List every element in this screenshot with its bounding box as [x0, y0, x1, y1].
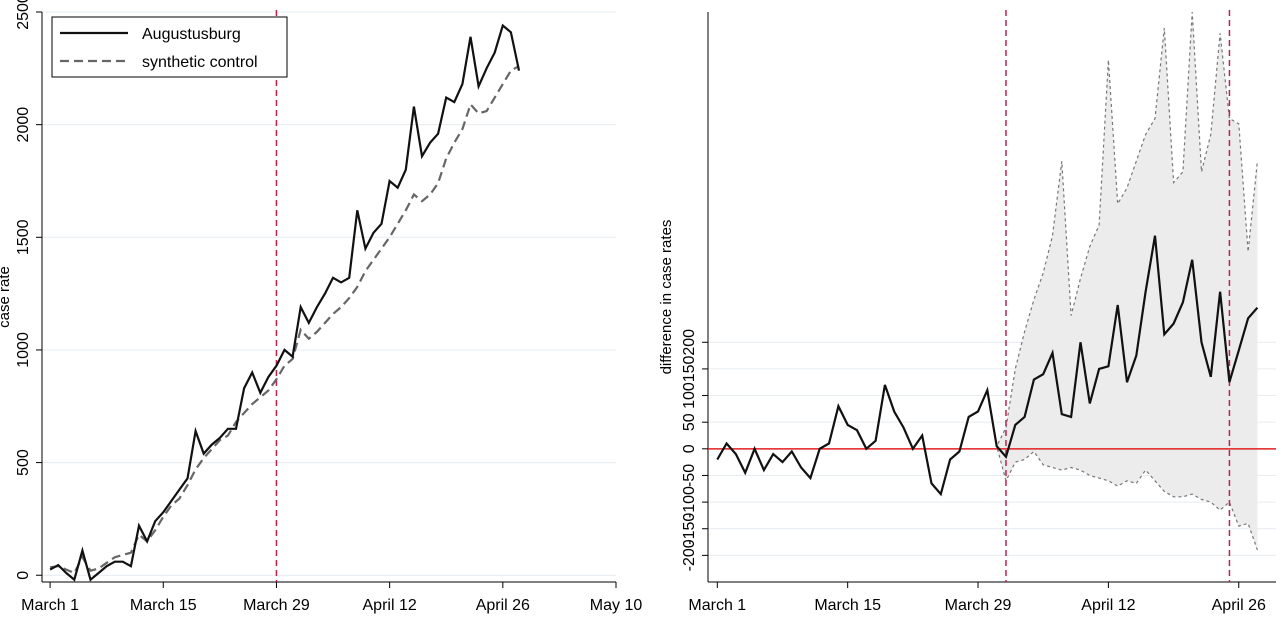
x-tick-label: May 10 [590, 597, 643, 614]
y-tick-label: 2000 [15, 107, 32, 143]
y-tick-label: 150 [681, 355, 698, 382]
confidence-band [717, 12, 1258, 550]
y-tick-label: 2500 [15, 0, 32, 30]
y-tick-label: 50 [681, 413, 698, 431]
y-tick-label: 1500 [15, 219, 32, 255]
series-line-augustusburg [49, 23, 521, 582]
y-axis-title: difference in case rates [658, 220, 675, 375]
x-tick-label: March 15 [814, 597, 881, 614]
chart-left: 0 500 1000 1500 2000 2500 March 1 March 15 March… [0, 0, 642, 614]
x-tick-label: April 26 [476, 597, 530, 614]
series-line-difference [716, 235, 1259, 497]
legend-box [51, 16, 288, 78]
x-tick-label: April 12 [1081, 597, 1135, 614]
y-tick-label: -150 [681, 513, 698, 545]
y-tick-label: 0 [15, 571, 32, 580]
y-tick-label: 1000 [15, 332, 32, 368]
x-tick-label: March 29 [945, 597, 1012, 614]
legend: Augustusburg synthetic control [51, 16, 288, 78]
y-tick-label: -200 [681, 539, 698, 571]
x-tick-label: March 1 [21, 597, 79, 614]
x-tick-label: April 12 [363, 597, 417, 614]
legend-label-augustusburg: Augustusburg [142, 26, 241, 43]
legend-label-synthetic-control: synthetic control [142, 54, 258, 71]
y-tick-label: 0 [681, 444, 698, 453]
y-tick-label: 200 [681, 329, 698, 356]
series-line-synthetic-control [49, 65, 520, 575]
x-tick-label: April 26 [1212, 597, 1266, 614]
y-tick-label: -50 [681, 464, 698, 487]
x-tick-label: March 29 [243, 597, 310, 614]
y-axis-title: case rate [0, 266, 13, 328]
x-tick-label: March 1 [688, 597, 746, 614]
y-tick-label: 500 [15, 449, 32, 476]
y-tick-label: -100 [681, 486, 698, 518]
y-tick-label: 100 [681, 382, 698, 409]
x-tick-label: March 15 [130, 597, 197, 614]
